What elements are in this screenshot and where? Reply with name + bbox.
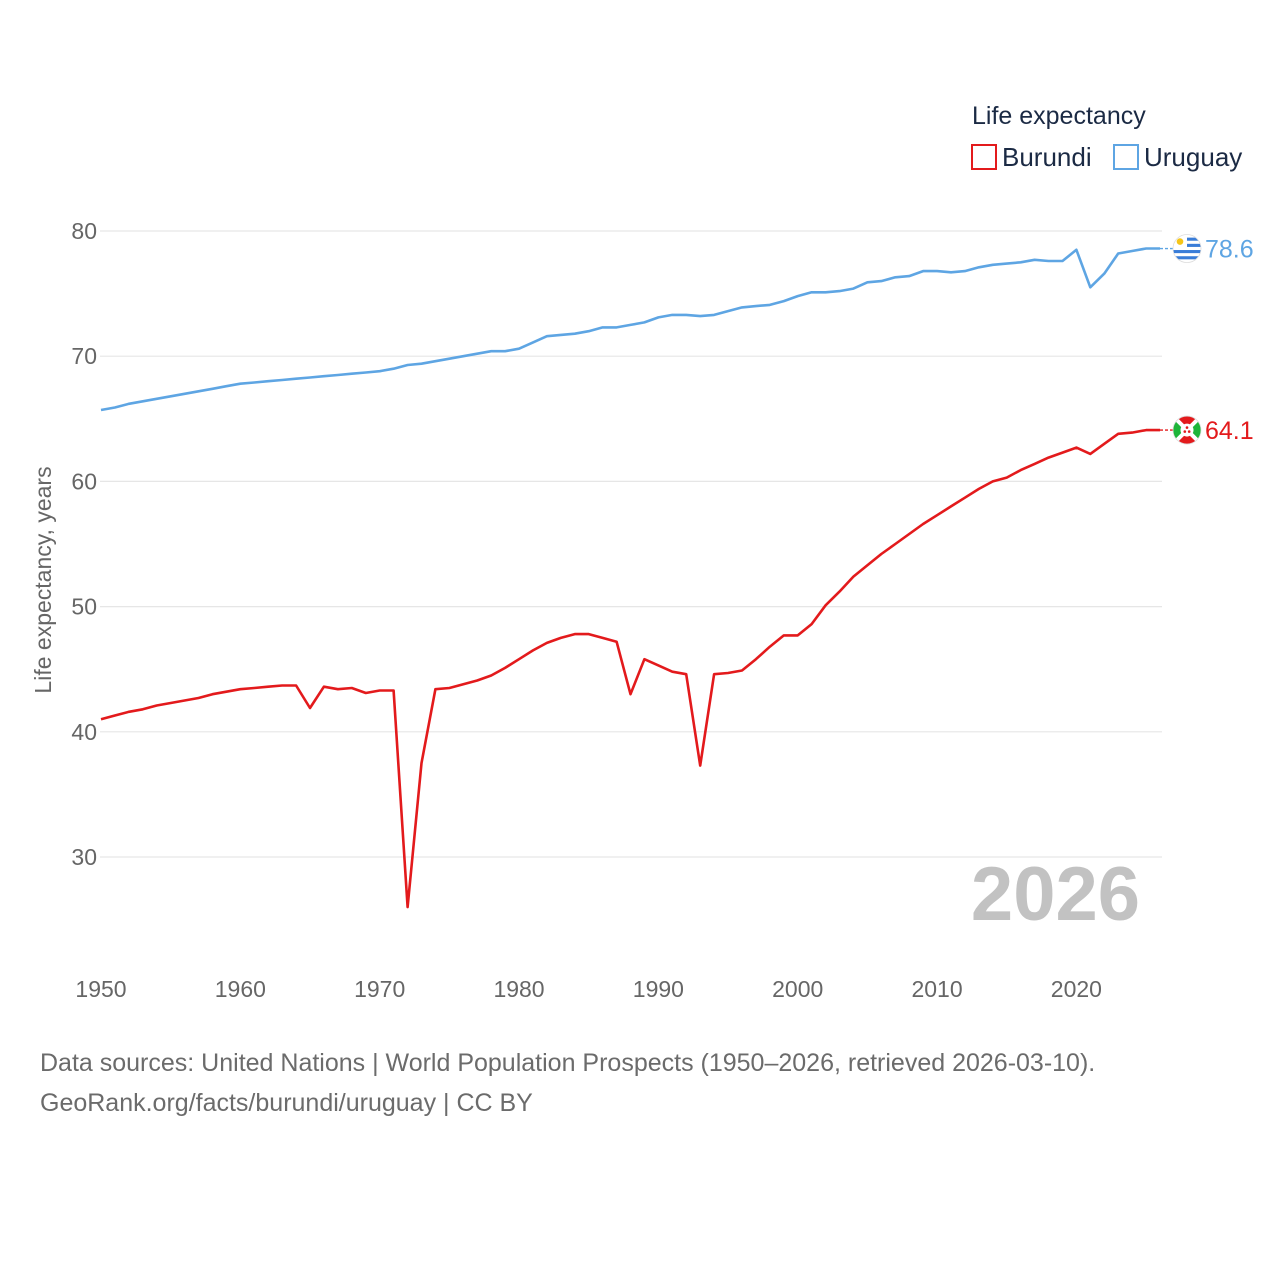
y-axis-title: Life expectancy, years: [30, 466, 56, 693]
legend-item-uruguay[interactable]: Uruguay: [1113, 142, 1242, 172]
x-tick-label: 1960: [215, 976, 266, 1002]
legend-label-uruguay: Uruguay: [1144, 142, 1242, 172]
grid-lines: [100, 230, 1162, 858]
x-axis-ticks: 1950 1960 1970 1980 1990 2000 2010 2020: [75, 976, 1102, 1002]
legend: Life expectancy Burundi Uruguay: [971, 102, 1242, 172]
legend-swatch-uruguay: [1113, 144, 1139, 170]
x-tick-label: 2000: [772, 976, 823, 1002]
y-tick-label: 40: [71, 719, 97, 745]
legend-label-burundi: Burundi: [1002, 142, 1092, 172]
series-end-markers: 64.1 78.6: [1160, 234, 1254, 445]
year-watermark: 2026: [971, 852, 1140, 937]
y-tick-label: 30: [71, 844, 97, 870]
y-tick-label: 70: [71, 343, 97, 369]
y-tick-label: 80: [71, 218, 97, 244]
x-tick-label: 2010: [911, 976, 962, 1002]
x-tick-label: 2020: [1051, 976, 1102, 1002]
y-tick-label: 60: [71, 468, 97, 494]
series-line-burundi[interactable]: [100, 428, 1160, 909]
y-axis-ticks: 30 40 50 60 70 80: [71, 218, 97, 870]
uruguay-flag-icon: [1172, 234, 1202, 263]
data-sources-text: Data sources: United Nations | World Pop…: [40, 1049, 1096, 1077]
x-tick-label: 1990: [633, 976, 684, 1002]
attribution-link[interactable]: GeoRank.org/facts/burundi/uruguay | CC B…: [40, 1089, 533, 1117]
burundi-flag-icon: [1172, 415, 1202, 445]
series-lines: [100, 247, 1160, 909]
x-tick-label: 1950: [75, 976, 126, 1002]
x-tick-label: 1970: [354, 976, 405, 1002]
legend-swatch-burundi: [971, 144, 997, 170]
footer: Data sources: United Nations | World Pop…: [40, 1043, 1240, 1123]
end-value-label-burundi: 64.1: [1205, 417, 1254, 445]
legend-title: Life expectancy: [972, 102, 1146, 130]
end-value-label-uruguay: 78.6: [1205, 236, 1254, 264]
x-tick-label: 1980: [493, 976, 544, 1002]
y-tick-label: 50: [71, 594, 97, 620]
series-line-uruguay[interactable]: [100, 247, 1160, 412]
legend-item-burundi[interactable]: Burundi: [971, 142, 1092, 172]
